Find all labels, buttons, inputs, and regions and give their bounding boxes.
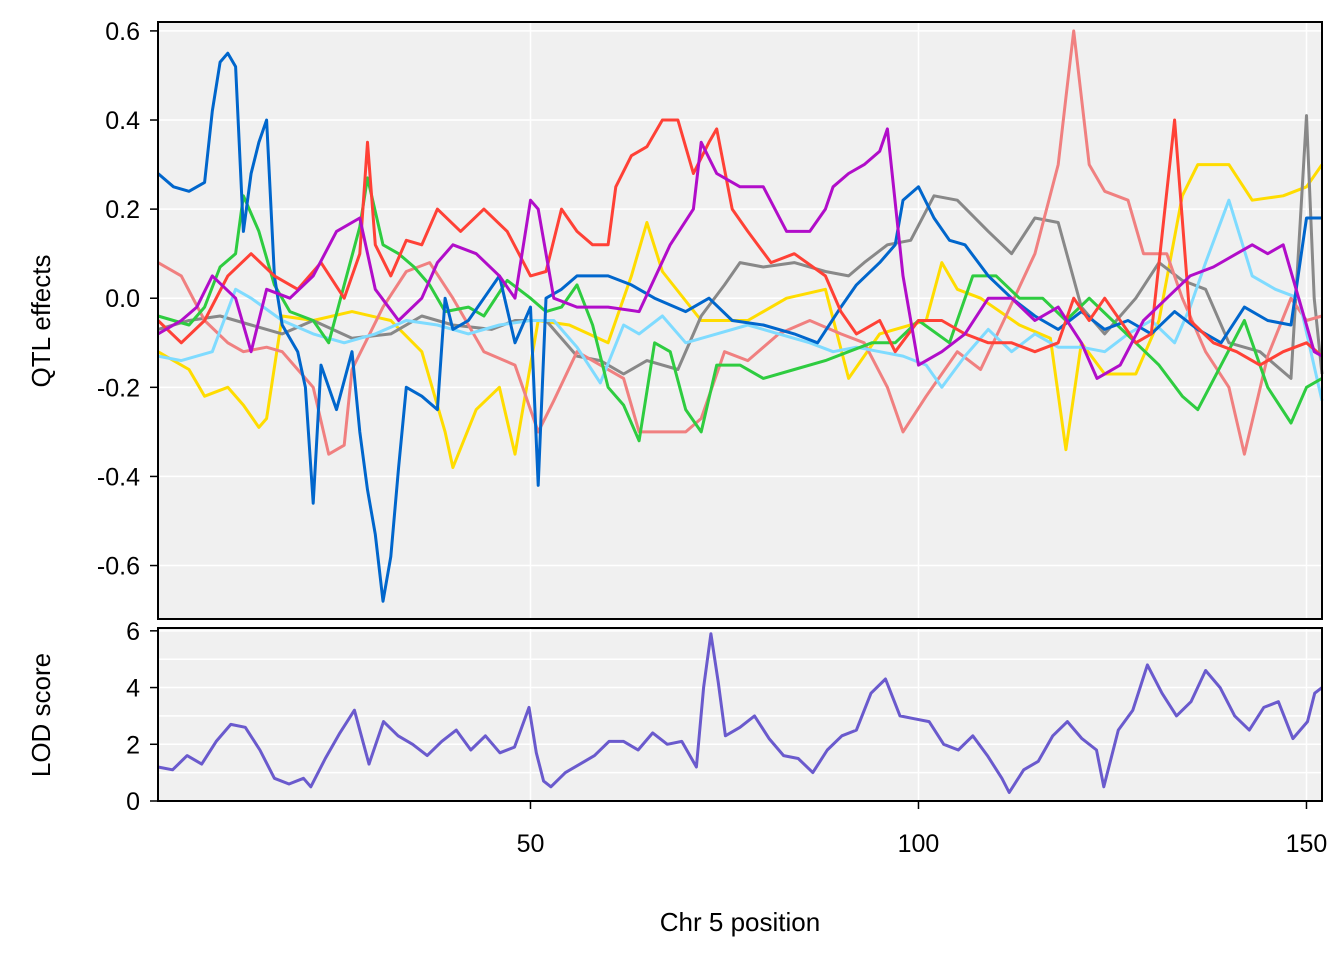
effects-series-line-5 (157, 176, 1323, 443)
lod-y-tick-label: 2 (126, 731, 140, 759)
lod-y-tick-label: 0 (126, 788, 140, 816)
effects-y-axis-label: QTL effects (26, 255, 56, 388)
x-tick-label: 150 (1286, 830, 1328, 858)
lod-panel-background (158, 628, 1322, 801)
effects-series-line-3 (157, 29, 1323, 456)
lod-y-axis-label: LOD score (26, 653, 56, 777)
x-tick-label: 100 (898, 830, 940, 858)
lod-panel-border (157, 627, 1323, 802)
effects-series (156, 29, 1324, 603)
effects-series-line-1 (157, 163, 1324, 469)
effects-y-tick-label: -0.6 (97, 553, 140, 581)
effects-series-line-2 (157, 114, 1324, 380)
effects-series-line-6 (157, 51, 1322, 603)
effects-y-tick-label: 0.6 (105, 18, 140, 46)
effects-panel: -0.6 -0.4 -0.2 0.0 0.2 0.4 0.6 QTL effects (26, 18, 1324, 620)
effects-series-line-4 (157, 198, 1324, 402)
lod-panel: 0 2 4 6 50 100 150 LOD score Chr 5 position (26, 618, 1327, 937)
effects-series-line-7 (156, 118, 1323, 367)
x-tick-label: 50 (517, 830, 545, 858)
effects-panel-border (157, 21, 1323, 620)
lod-series (157, 632, 1323, 794)
lod-series-line (157, 632, 1323, 794)
effects-series-line-8 (157, 127, 1323, 380)
lod-y-ticks: 0 2 4 6 (126, 618, 158, 816)
effects-y-tick-label: 0.4 (105, 107, 140, 135)
x-ticks: 50 100 150 (517, 801, 1328, 858)
effects-y-tick-label: 0.0 (105, 285, 140, 313)
effects-y-tick-label: -0.2 (97, 374, 140, 402)
lod-y-tick-label: 6 (126, 618, 140, 646)
lod-y-tick-label: 4 (126, 675, 140, 703)
effects-y-tick-label: -0.4 (97, 463, 140, 491)
effects-y-ticks: -0.6 -0.4 -0.2 0.0 0.2 0.4 0.6 (97, 18, 158, 581)
x-axis-label: Chr 5 position (660, 907, 820, 937)
effects-y-tick-label: 0.2 (105, 196, 140, 224)
